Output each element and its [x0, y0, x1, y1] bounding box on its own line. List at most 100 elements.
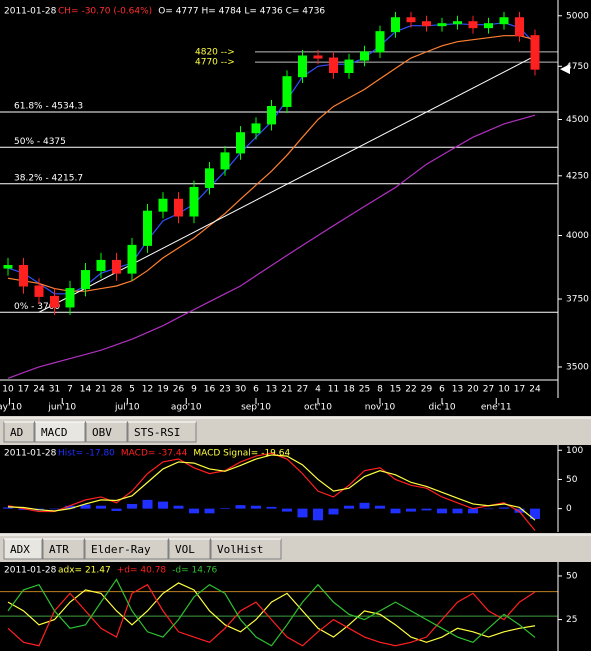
candle-body	[112, 259, 121, 274]
month-label: ene'11	[481, 403, 512, 413]
candle-body	[236, 132, 245, 154]
tab-label[interactable]: MACD	[41, 426, 68, 439]
legend-entry: CH= -30.70 (-0.64%)	[58, 7, 152, 17]
tab[interactable]: AD	[3, 421, 35, 443]
histogram-bar	[235, 505, 246, 509]
tab-label[interactable]: Elder-Ray	[91, 543, 151, 556]
candle-body	[158, 198, 168, 212]
histogram-bar	[406, 508, 416, 512]
candle-body	[50, 295, 59, 308]
tab[interactable]: ATR	[42, 538, 85, 560]
x-tick-label: 28	[111, 385, 123, 395]
legend-date: 2011-01-28	[4, 7, 57, 17]
legend-entry: +d= 40.78	[117, 566, 167, 576]
x-tick-label: 24	[529, 385, 541, 395]
x-tick-label: 15	[390, 385, 401, 395]
x-tick-label: 30	[235, 385, 247, 395]
x-tick-label: 24	[33, 385, 45, 395]
month-label: ay'10	[0, 403, 22, 413]
month-label: ago'10	[171, 403, 202, 413]
candle-body	[453, 21, 462, 25]
tab-label[interactable]: VOL	[175, 543, 195, 556]
candle-body	[220, 152, 230, 170]
histogram-bar	[220, 508, 230, 509]
indicator-line	[7, 583, 536, 647]
x-tick-label: 21	[281, 385, 292, 395]
y-tick-label: 0	[566, 504, 572, 514]
x-tick-label: 26	[173, 385, 185, 395]
candle-body	[34, 285, 44, 297]
candle-body	[437, 23, 447, 27]
tab-label[interactable]: ATR	[49, 543, 69, 556]
x-tick-label: 6	[253, 385, 259, 395]
histogram-bar	[483, 508, 494, 510]
annotation-label: 4770 -->	[195, 58, 235, 68]
histogram-bar	[344, 505, 354, 509]
candle-body	[189, 186, 199, 217]
candle-body	[96, 259, 106, 272]
candle-body	[406, 17, 416, 23]
tab[interactable]: STS-RSI	[127, 421, 197, 443]
tab[interactable]: OBV	[85, 421, 128, 443]
tab[interactable]: MACD	[34, 421, 86, 443]
tab-label[interactable]: STS-RSI	[134, 426, 180, 439]
histogram-bar	[189, 508, 199, 514]
moving-average	[7, 114, 536, 379]
histogram-bar	[437, 508, 447, 514]
candle-body	[484, 23, 493, 29]
x-tick-label: 7	[67, 385, 73, 395]
x-tick-label: 9	[191, 385, 197, 395]
legend-entry: O= 4777 H= 4784 L= 4736 C= 4736	[158, 7, 325, 17]
histogram-bar	[452, 508, 463, 514]
histogram-bar	[3, 507, 13, 509]
candle-body	[515, 17, 524, 37]
y-tick-label: 25	[566, 615, 577, 625]
tab[interactable]: Elder-Ray	[84, 538, 169, 560]
candle-body	[391, 17, 400, 33]
histogram-bar	[204, 508, 215, 514]
histogram-bar	[80, 504, 91, 509]
tab-label[interactable]: ADX	[10, 543, 30, 556]
month-label: oct'10	[304, 403, 332, 413]
y-tick-label: 50	[566, 475, 578, 485]
x-tick-label: 6	[439, 385, 445, 395]
x-tick-label: 13	[266, 385, 277, 395]
x-tick-label: 31	[49, 385, 60, 395]
histogram-bar	[468, 508, 478, 514]
tab[interactable]: ADX	[3, 538, 43, 560]
tab[interactable]: VOL	[168, 538, 211, 560]
histogram-bar	[514, 508, 525, 513]
x-tick-label: 23	[219, 385, 230, 395]
histogram-bar	[359, 502, 370, 509]
histogram-bar	[251, 505, 261, 509]
x-tick-label: 19	[157, 385, 169, 395]
y-tick-label: 3750	[566, 295, 589, 305]
tab[interactable]: VolHist	[210, 538, 282, 560]
tab-label[interactable]: VolHist	[217, 543, 263, 556]
histogram-bar	[266, 506, 277, 509]
legend-date: 2011-01-28	[4, 566, 57, 576]
legend-entry: MACD= -37.44	[121, 449, 188, 459]
candle-body	[360, 51, 369, 61]
month-label: jul'10	[114, 403, 140, 413]
level-label: 61.8% - 4534.3	[14, 102, 83, 112]
y-tick-label: 50	[566, 571, 578, 581]
histogram-bar	[142, 499, 153, 509]
candle-body	[313, 55, 323, 59]
tab-label[interactable]: AD	[10, 426, 23, 439]
histogram-bar	[421, 508, 432, 511]
candle-body	[127, 244, 137, 274]
candle-body	[251, 123, 261, 134]
y-tick-label: 3500	[566, 362, 589, 372]
histogram-bar	[328, 508, 339, 515]
x-tick-label: 21	[95, 385, 106, 395]
tab-label[interactable]: OBV	[92, 426, 112, 439]
histogram-bar	[282, 508, 292, 512]
candle-body	[19, 264, 28, 287]
y-tick-label: 4250	[566, 171, 589, 181]
histogram-bar	[313, 508, 323, 521]
histogram-bar	[390, 508, 401, 514]
level-label: 0% - 3700	[14, 302, 60, 312]
x-tick-label: 12	[142, 385, 153, 395]
month-label: sep'10	[241, 403, 271, 413]
